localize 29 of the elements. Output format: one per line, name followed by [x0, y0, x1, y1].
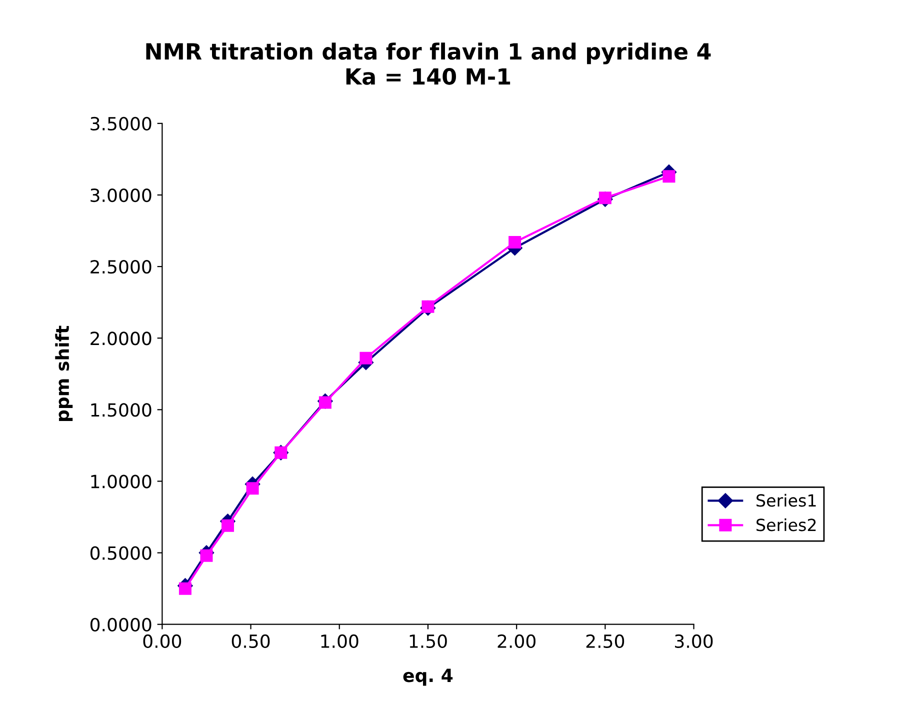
legend-label: Series1 — [756, 494, 816, 507]
x-tick-label: 1.00 — [321, 634, 358, 648]
y-tick-label: 2.5000 — [90, 260, 152, 274]
y-tick-label: 1.0000 — [91, 474, 152, 488]
x-tick-label: 3.00 — [675, 634, 713, 648]
y-axis-title: ppm shift — [55, 326, 73, 421]
point — [246, 482, 259, 495]
x-tick-label: 2.00 — [498, 634, 536, 648]
y-tick-label: 3.0000 — [90, 188, 152, 202]
y-tick-label: 2.0000 — [90, 332, 152, 346]
x-tick-label: 0.50 — [232, 634, 270, 648]
y-tick-label: 0.0000 — [90, 618, 152, 632]
point — [422, 300, 434, 313]
point — [200, 549, 213, 562]
point — [360, 352, 372, 364]
x-tick-label: 0.00 — [143, 634, 182, 648]
point — [178, 582, 192, 595]
x-tick-label: 2.50 — [586, 634, 624, 648]
x-tick-label: 1.50 — [410, 634, 447, 648]
legend-label: Series2 — [756, 518, 816, 532]
y-tick-label: 0.5000 — [90, 546, 152, 560]
y-tick-label: 1.5000 — [91, 403, 152, 417]
y-tick-label: 3.5000 — [90, 116, 152, 131]
chart-title: NMR titration data for flavin 1 and pyridine 4 Ka = 140 M-1 — [146, 42, 711, 85]
point — [508, 236, 522, 248]
point — [662, 170, 676, 183]
point — [221, 519, 234, 532]
x-axis-title: eq. 4 — [403, 668, 453, 686]
point — [318, 396, 332, 409]
